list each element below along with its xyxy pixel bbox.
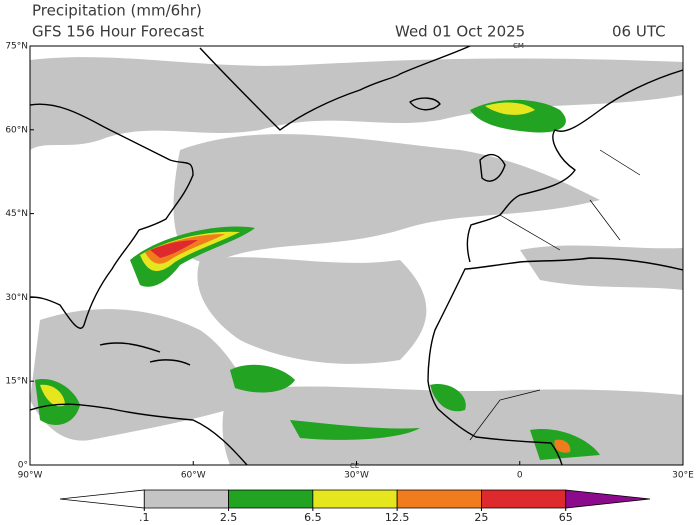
- colorbar-swatch: [565, 489, 651, 509]
- map-panel: CM CE: [29, 42, 684, 470]
- lon-label: 60°W: [181, 471, 206, 481]
- lon-label: 90°W: [18, 471, 43, 481]
- place-label: CE: [350, 462, 359, 470]
- lat-label: 15°N: [5, 377, 28, 387]
- colorbar-label: 2.5: [220, 511, 238, 524]
- lat-label: 75°N: [5, 42, 28, 52]
- lon-label: 0: [517, 471, 523, 481]
- lon-label: 30°W: [344, 471, 369, 481]
- map-axes: 75°N 60°N 45°N 30°N 15°N 0°90°W 60°W 30°W 0 30°E: [5, 42, 694, 481]
- valid-hour: 06 UTC: [612, 23, 666, 41]
- colorbar-swatch: [312, 489, 398, 509]
- lat-label: 0°: [18, 461, 28, 471]
- colorbar-label: .1: [139, 511, 150, 524]
- colorbar-swatch: [228, 489, 314, 509]
- subtitle: GFS 156 Hour Forecast: [32, 23, 204, 41]
- colorbar: .1 2.5 6.5 12.5 25 65: [59, 489, 651, 524]
- coastlines: [30, 46, 683, 465]
- lat-label: 60°N: [5, 125, 28, 135]
- colorbar-label: 65: [559, 511, 573, 524]
- lat-label: 45°N: [5, 209, 28, 219]
- colorbar-swatch: [481, 489, 567, 509]
- precipitation-field: [30, 57, 683, 465]
- colorbar-swatch: [396, 489, 482, 509]
- lon-label: 30°E: [672, 471, 694, 481]
- place-label: CM: [513, 42, 524, 50]
- lat-label: 30°N: [5, 293, 28, 303]
- colorbar-label: 6.5: [304, 511, 322, 524]
- title: Precipitation (mm/6hr): [32, 2, 202, 20]
- colorbar-swatch: [59, 489, 145, 509]
- colorbar-swatch: [143, 489, 229, 509]
- colorbar-label: 25: [474, 511, 488, 524]
- valid-date: Wed 01 Oct 2025: [395, 23, 525, 41]
- colorbar-label: 12.5: [385, 511, 410, 524]
